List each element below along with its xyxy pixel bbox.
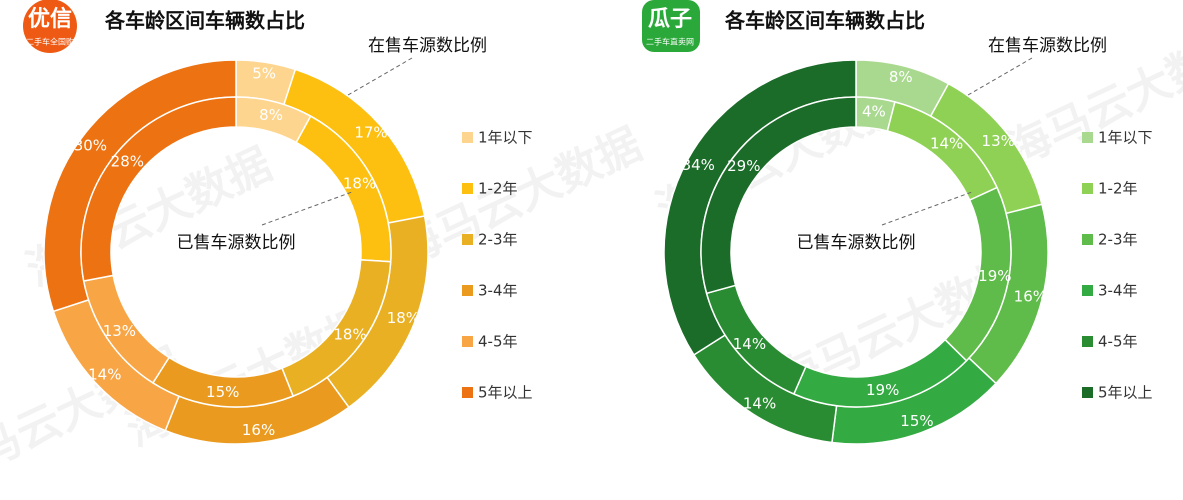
data-label: 14% xyxy=(930,134,963,152)
data-label: 29% xyxy=(727,157,760,175)
legend-label: 2-3年 xyxy=(478,231,518,249)
data-label: 18% xyxy=(387,309,420,327)
data-label: 19% xyxy=(978,267,1011,285)
legend-swatch xyxy=(1082,132,1093,143)
data-label: 30% xyxy=(74,137,107,155)
data-label: 16% xyxy=(1014,287,1047,305)
legend-swatch xyxy=(1082,285,1093,296)
donut-slice xyxy=(700,96,857,295)
data-label: 15% xyxy=(900,412,933,430)
leader-line xyxy=(881,191,973,226)
legend-swatch xyxy=(462,234,473,245)
logo-subtext: 二手车全国购 xyxy=(26,37,74,47)
legend-swatch xyxy=(462,183,473,194)
data-label: 16% xyxy=(242,421,275,439)
data-label: 19% xyxy=(866,381,899,399)
data-label: 8% xyxy=(889,68,913,86)
legend-swatch xyxy=(462,336,473,347)
donut-slice xyxy=(80,96,237,282)
data-label: 14% xyxy=(733,335,766,353)
legend-label: 3-4年 xyxy=(478,282,518,300)
logo-text: 瓜子 xyxy=(648,7,692,32)
data-label: 5% xyxy=(252,65,276,83)
data-label: 13% xyxy=(982,132,1015,150)
annotation: 已售车源数比例 xyxy=(797,233,916,253)
leader-line xyxy=(347,57,413,96)
legend-label: 4-5年 xyxy=(478,333,518,351)
legend-label: 1年以下 xyxy=(478,129,533,147)
legend-label: 3-4年 xyxy=(1098,282,1138,300)
leader-line xyxy=(967,57,1033,96)
leader-line xyxy=(261,191,353,226)
logo-subtext: 二手车直卖网 xyxy=(646,37,694,47)
data-label: 34% xyxy=(682,156,715,174)
data-label: 17% xyxy=(354,123,387,141)
legend-swatch xyxy=(462,387,473,398)
data-label: 13% xyxy=(103,322,136,340)
chart-title: 各车龄区间车辆数占比 xyxy=(104,9,305,33)
legend-label: 2-3年 xyxy=(1098,231,1138,249)
logo-text: 优信 xyxy=(28,6,72,32)
legend-label: 5年以上 xyxy=(478,384,533,402)
annotation: 在售车源数比例 xyxy=(368,36,487,56)
legend-swatch xyxy=(462,132,473,143)
chart-title: 各车龄区间车辆数占比 xyxy=(724,9,925,33)
data-label: 14% xyxy=(743,394,776,412)
legend-label: 1-2年 xyxy=(478,180,518,198)
data-label: 14% xyxy=(88,366,121,384)
data-label: 8% xyxy=(259,106,283,124)
data-label: 18% xyxy=(333,325,366,343)
legend-label: 1年以下 xyxy=(1098,129,1153,147)
legend-swatch xyxy=(1082,183,1093,194)
legend-label: 4-5年 xyxy=(1098,333,1138,351)
legend-label: 5年以上 xyxy=(1098,384,1153,402)
data-label: 18% xyxy=(343,175,376,193)
legend-swatch xyxy=(1082,234,1093,245)
legend-swatch xyxy=(1082,387,1093,398)
data-label: 4% xyxy=(862,103,886,121)
legend-label: 1-2年 xyxy=(1098,180,1138,198)
legend-swatch xyxy=(1082,336,1093,347)
annotation: 在售车源数比例 xyxy=(988,36,1107,56)
annotation: 已售车源数比例 xyxy=(177,233,296,253)
data-label: 28% xyxy=(111,153,144,171)
logo-badge xyxy=(23,0,77,53)
logo-badge xyxy=(642,0,700,52)
data-label: 15% xyxy=(206,383,239,401)
legend-swatch xyxy=(462,285,473,296)
